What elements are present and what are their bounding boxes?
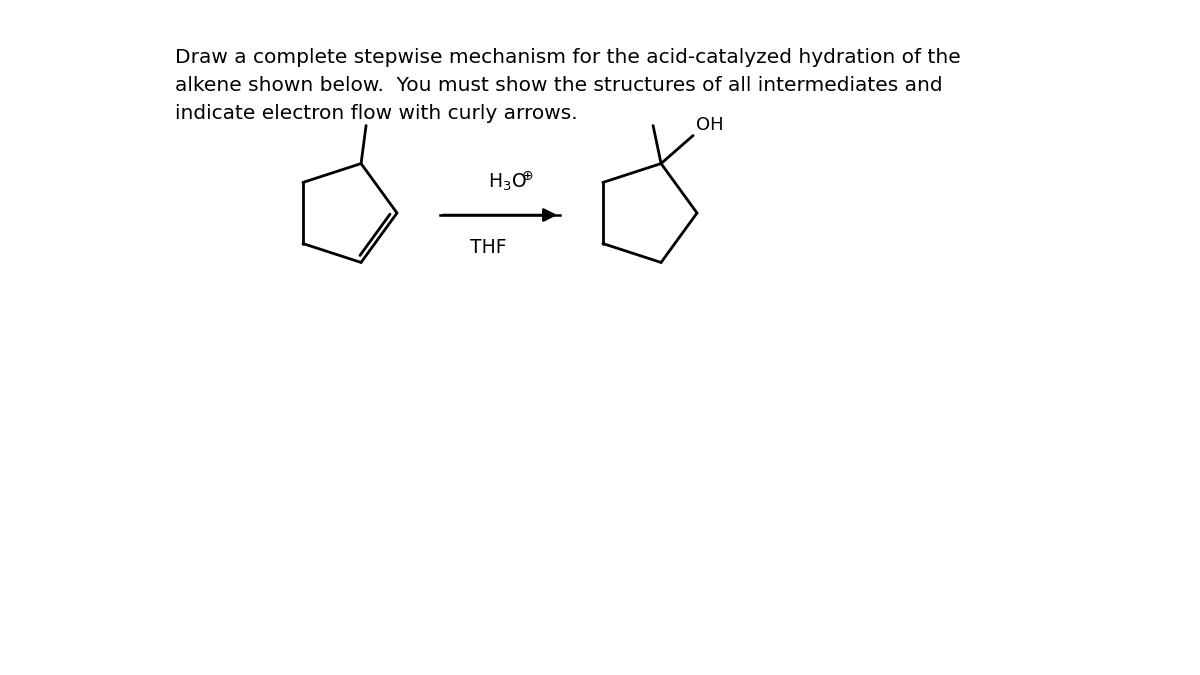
Text: H$_3$O: H$_3$O xyxy=(488,171,527,193)
Text: alkene shown below.  You must show the structures of all intermediates and: alkene shown below. You must show the st… xyxy=(175,76,943,95)
Text: Draw a complete stepwise mechanism for the acid-catalyzed hydration of the: Draw a complete stepwise mechanism for t… xyxy=(175,48,961,67)
Text: OH: OH xyxy=(696,115,724,134)
Text: indicate electron flow with curly arrows.: indicate electron flow with curly arrows… xyxy=(175,104,577,123)
Text: ⊕: ⊕ xyxy=(522,169,534,183)
Text: THF: THF xyxy=(469,238,506,257)
